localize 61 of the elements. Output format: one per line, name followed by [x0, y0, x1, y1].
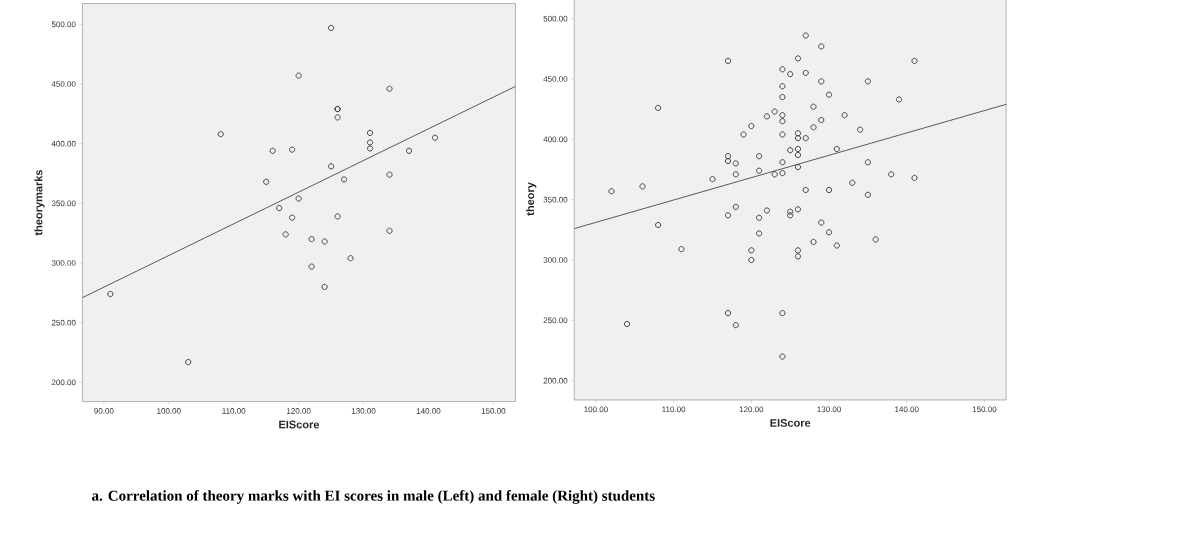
point [282, 231, 289, 238]
y-tick-label: 400.00 [51, 140, 76, 147]
text: a. Correlation of theory marks with EI scores in male (Left) and female (Right) students [92, 490, 655, 504]
point [107, 290, 114, 298]
point [366, 139, 374, 146]
point [289, 214, 296, 221]
x-tick-label: 110.00 [662, 406, 686, 413]
x-tick-label: 150.00 [972, 406, 997, 413]
x-axis-title: EIScore [279, 420, 320, 429]
y-tick-label: 300.00 [543, 257, 568, 263]
point [308, 263, 315, 270]
point [405, 147, 413, 154]
y-tick-label: 450.00 [543, 76, 568, 82]
y-tick-label: 200.00 [51, 379, 76, 386]
y-tick-label: 300.00 [51, 260, 76, 266]
point [321, 238, 328, 245]
point [269, 147, 276, 154]
point [295, 72, 302, 79]
y-tick-label: 250.00 [543, 317, 568, 324]
y-tick-label: 350.00 [51, 200, 76, 207]
x-tick-label: 90.00 [94, 408, 114, 414]
x-axis-title: EIScore [770, 419, 811, 427]
point [328, 163, 335, 170]
x-tick-label: 100.00 [157, 408, 181, 414]
y-tick-label: 500.00 [51, 21, 76, 28]
y-tick-label: 400.00 [543, 136, 568, 143]
x-tick-label: 130.00 [817, 406, 841, 413]
point [334, 213, 341, 220]
point [217, 131, 224, 138]
point [334, 114, 341, 121]
y-axis-title: theory [526, 182, 537, 216]
point [347, 255, 354, 262]
x-tick-label: 120.00 [739, 406, 764, 413]
y-tick-label: 350.00 [543, 196, 568, 203]
y-tick-label: 500.00 [543, 15, 568, 22]
point [341, 176, 348, 183]
point [276, 205, 283, 212]
point [386, 85, 393, 92]
point [263, 178, 270, 185]
y-tick-label: 200.00 [543, 377, 568, 384]
x-tick-label: 140.00 [895, 406, 919, 413]
point [386, 227, 393, 234]
point [295, 195, 302, 202]
x-tick-label: 130.00 [351, 408, 376, 414]
y-tick-label: 450.00 [51, 81, 76, 87]
point [308, 236, 315, 243]
point [185, 359, 192, 366]
x-tick-label: 150.00 [481, 408, 506, 414]
x-tick-label: 100.00 [584, 406, 608, 413]
point [386, 171, 393, 178]
point [366, 129, 374, 136]
y-tick-label: 250.00 [51, 319, 76, 326]
point [328, 24, 335, 31]
x-tick-label: 120.00 [287, 408, 311, 414]
point [321, 283, 328, 290]
point [289, 146, 296, 153]
point [431, 134, 438, 141]
y-axis-title: theorymarks [34, 170, 45, 236]
point [366, 145, 374, 152]
x-tick-label: 140.00 [416, 408, 441, 414]
x-tick-label: 110.00 [222, 408, 246, 414]
